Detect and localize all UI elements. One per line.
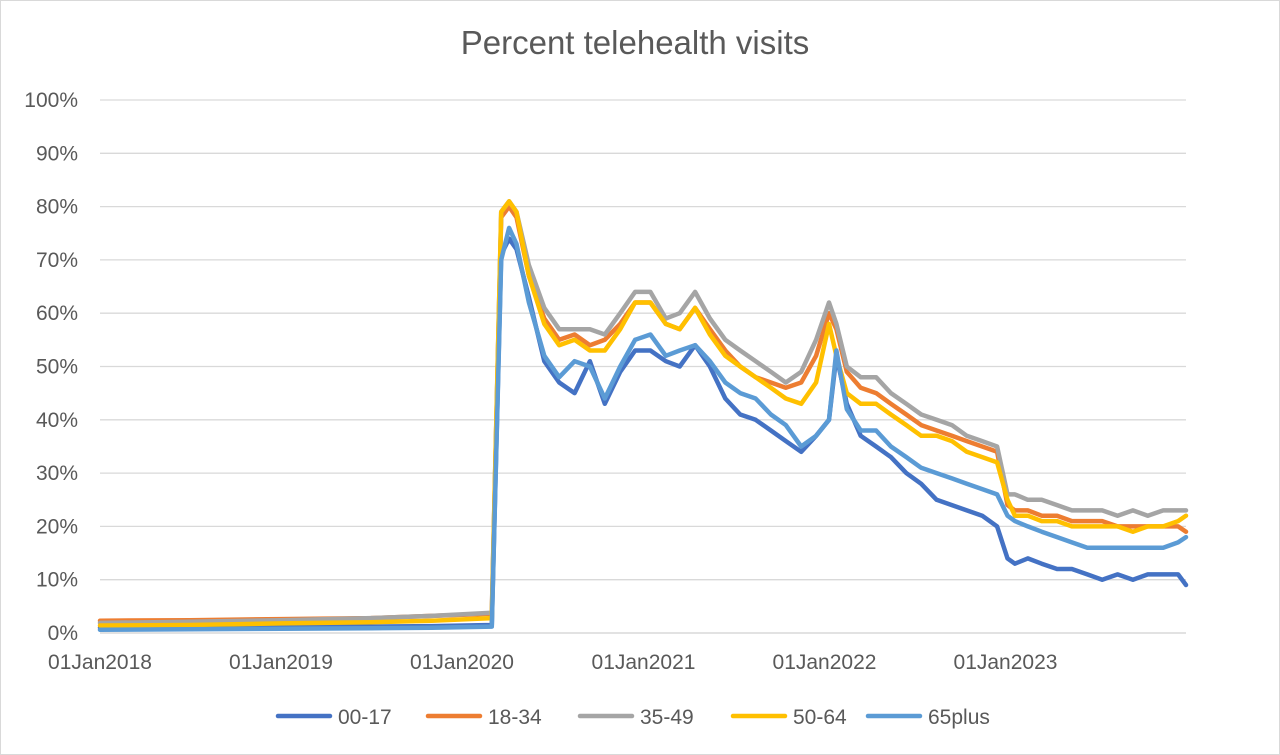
- legend-label-00-17: 00-17: [338, 706, 392, 729]
- y-tick-label: 80%: [36, 196, 78, 219]
- y-tick-label: 60%: [36, 302, 78, 325]
- series-line-00-17: [97, 236, 1189, 630]
- series-line-65plus: [97, 225, 1189, 633]
- gridlines: [100, 99, 1186, 634]
- y-tick-label: 50%: [36, 356, 78, 379]
- y-tick-label: 40%: [36, 409, 78, 432]
- y-tick-label: 100%: [24, 89, 78, 112]
- x-tick-label: 01Jan2018: [48, 651, 152, 674]
- x-tick-label: 01Jan2021: [592, 651, 696, 674]
- legend: 00-17 18-34 35-49 50-64 65plus: [275, 706, 990, 729]
- legend-label-50-64: 50-64: [793, 706, 847, 729]
- legend-label-65plus: 65plus: [928, 706, 990, 729]
- y-tick-label: 90%: [36, 142, 78, 165]
- x-tick-label: 01Jan2020: [410, 651, 514, 674]
- y-tick-label: 20%: [36, 515, 78, 538]
- y-axis-ticks: 0% 10% 20% 30% 40% 50% 60% 70% 80% 90% 100%: [24, 89, 78, 645]
- x-axis-ticks: 01Jan2018 01Jan2019 01Jan2020 01Jan2021 01Ja…: [48, 651, 1057, 674]
- y-tick-label: 70%: [36, 249, 78, 272]
- x-tick-label: 01Jan2023: [954, 651, 1058, 674]
- x-tick-label: 01Jan2022: [773, 651, 877, 674]
- y-tick-label: 30%: [36, 462, 78, 485]
- x-tick-label: 01Jan2019: [229, 651, 333, 674]
- series-line-35-49: [97, 199, 1189, 626]
- legend-label-18-34: 18-34: [488, 706, 542, 729]
- y-tick-label: 10%: [36, 569, 78, 592]
- series-line-50-64: [97, 199, 1189, 628]
- series-lines: [97, 199, 1189, 633]
- chart-title: Percent telehealth visits: [460, 24, 810, 61]
- legend-label-35-49: 35-49: [640, 706, 694, 729]
- y-tick-label: 0%: [48, 622, 78, 645]
